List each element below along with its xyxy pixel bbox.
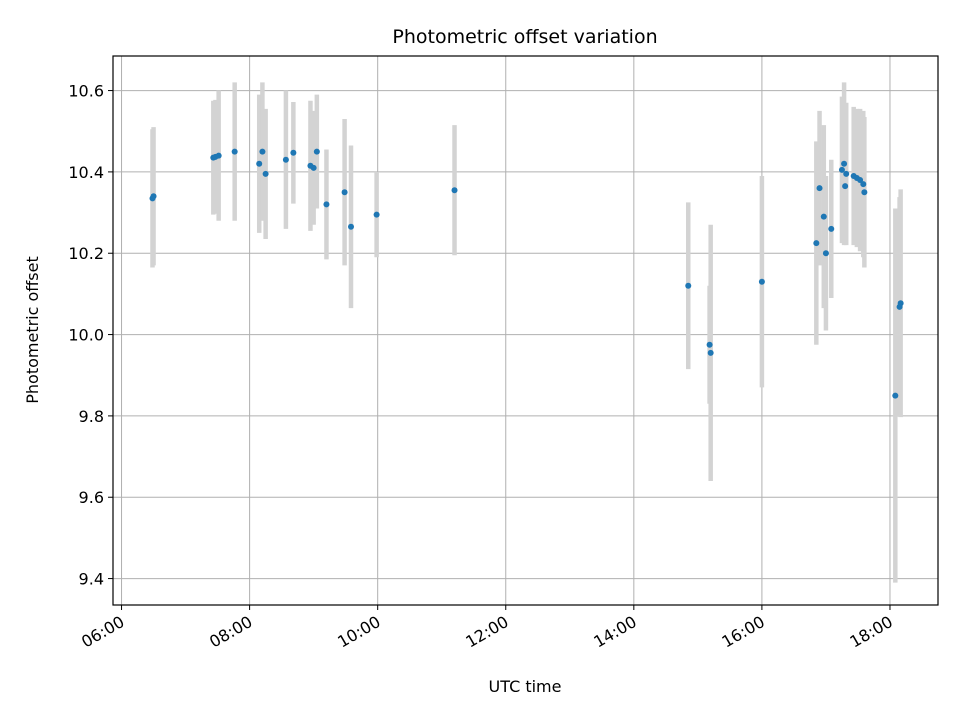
- y-tick-label: 10.2: [68, 244, 104, 263]
- data-point: [843, 170, 850, 177]
- y-tick-label: 9.6: [79, 488, 104, 507]
- y-tick-label: 9.4: [79, 570, 104, 589]
- data-point: [813, 240, 820, 247]
- data-point: [816, 185, 823, 192]
- data-point: [822, 250, 829, 257]
- axes-frame: [112, 55, 939, 606]
- data-point: [290, 149, 297, 156]
- data-point: [860, 181, 867, 188]
- data-point: [262, 170, 269, 177]
- x-axis-label: UTC time: [489, 677, 562, 696]
- data-point: [857, 177, 864, 184]
- data-point: [215, 152, 222, 159]
- data-point: [451, 187, 458, 194]
- data-point: [313, 148, 320, 155]
- y-tick-label: 10.6: [68, 82, 104, 101]
- data-point: [282, 156, 289, 163]
- data-point: [897, 300, 904, 307]
- data-point: [323, 201, 330, 208]
- data-point: [373, 211, 380, 218]
- data-point: [842, 183, 849, 190]
- data-point: [820, 213, 827, 220]
- y-axis-label: Photometric offset: [23, 256, 42, 404]
- data-point: [706, 341, 713, 348]
- data-point: [231, 148, 238, 155]
- data-point: [707, 349, 714, 356]
- data-point: [256, 160, 263, 167]
- data-point: [259, 148, 266, 155]
- y-tick-label: 10.0: [68, 326, 104, 345]
- data-point: [758, 278, 765, 285]
- data-point: [892, 392, 899, 399]
- data-point: [341, 189, 348, 196]
- data-points: [149, 148, 904, 399]
- data-point: [310, 164, 317, 171]
- y-tick-label: 9.8: [79, 407, 104, 426]
- data-point: [861, 189, 868, 196]
- data-point: [348, 223, 355, 230]
- data-point: [838, 166, 845, 173]
- data-point: [685, 282, 692, 289]
- y-tick-label: 10.4: [68, 163, 104, 182]
- data-point: [841, 160, 848, 167]
- chart-title: Photometric offset variation: [392, 26, 657, 48]
- data-point: [828, 225, 835, 232]
- data-point: [150, 193, 157, 200]
